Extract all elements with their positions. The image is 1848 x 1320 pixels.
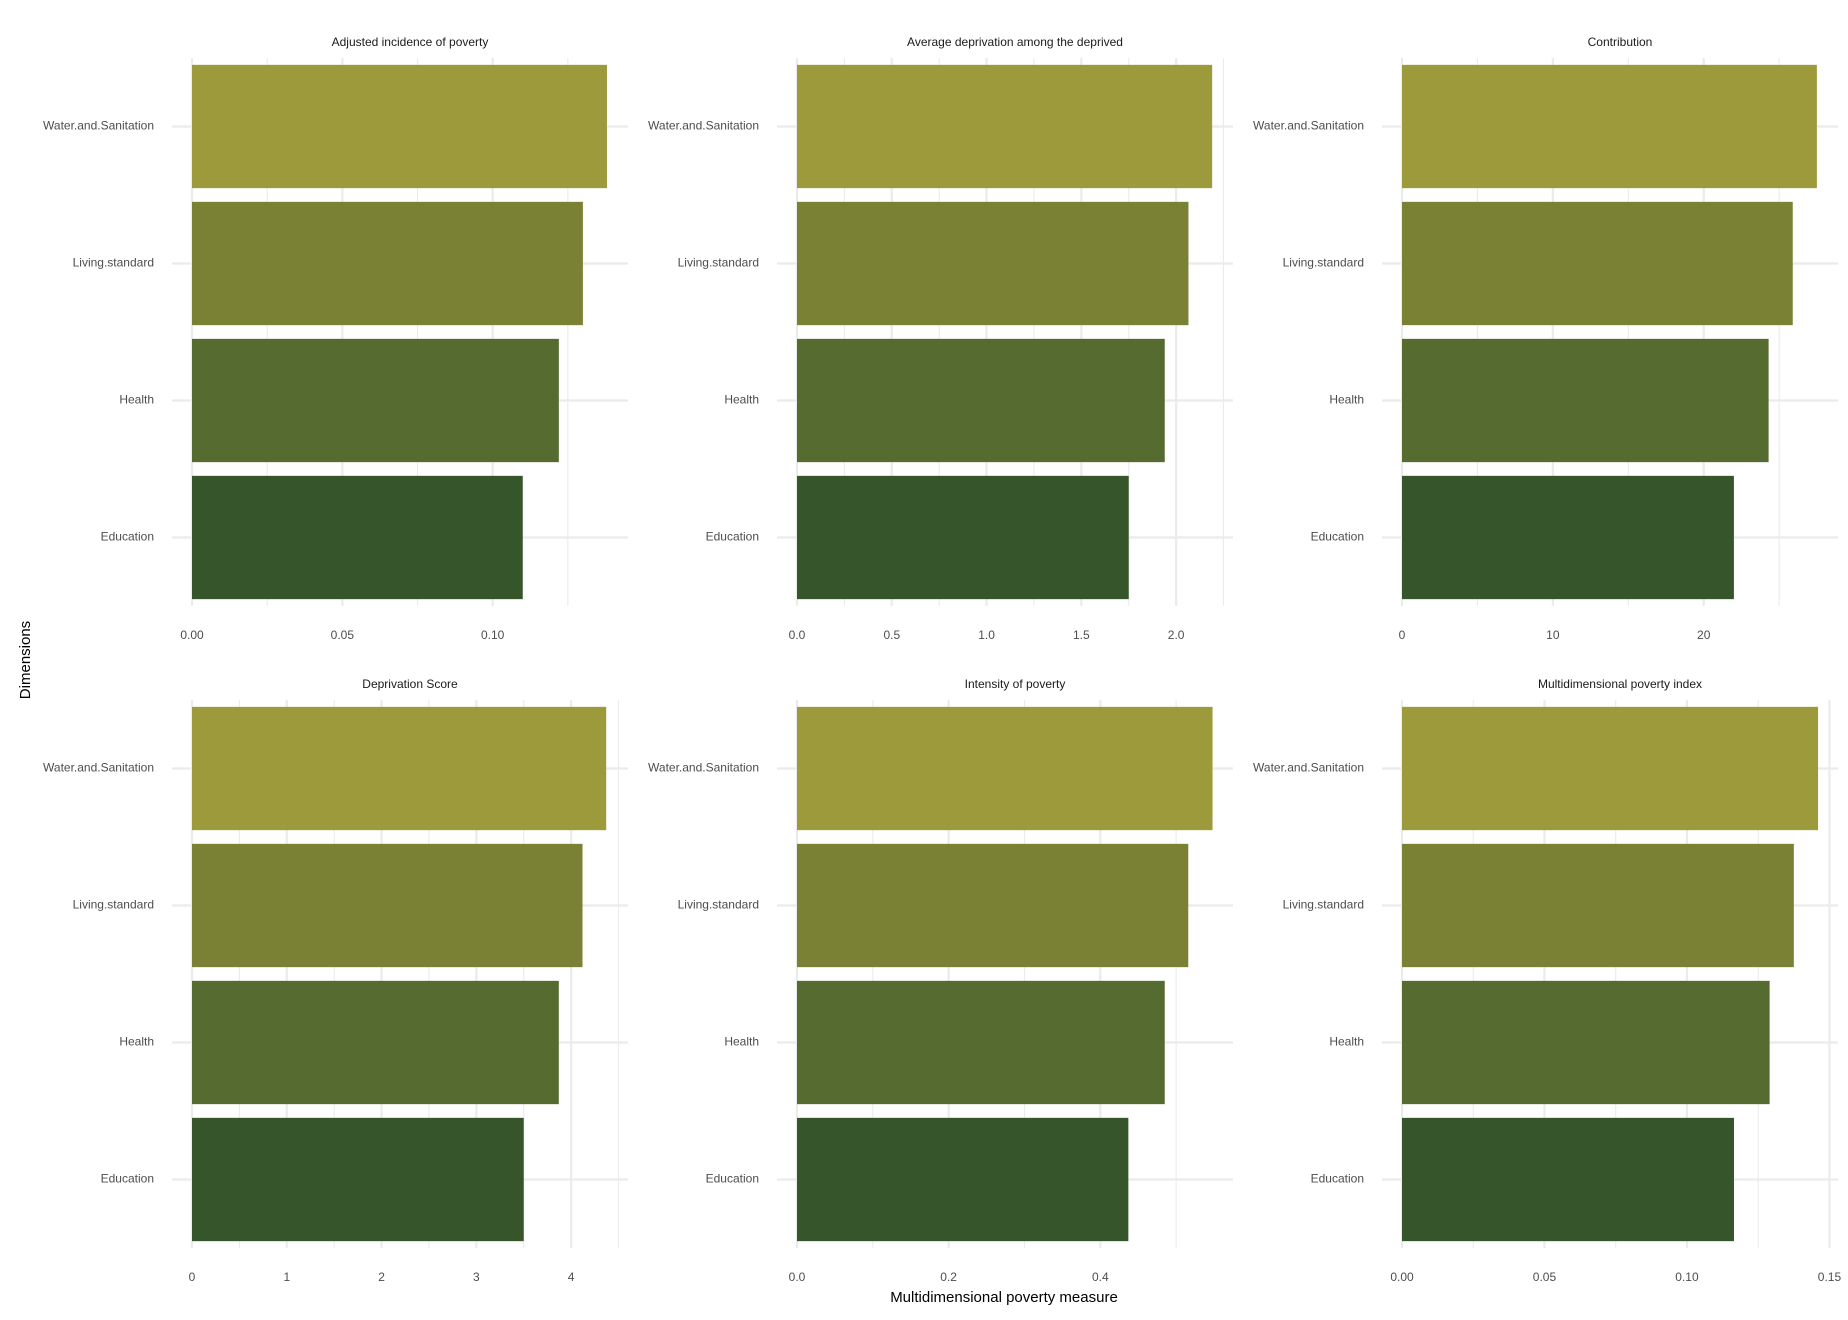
bar-water-and-sanitation [1402, 64, 1817, 189]
panels: Education Health Living.standard Water.and.… [43, 35, 1841, 1284]
category-label: Education [706, 530, 759, 544]
x-tick-label: 0.0 [789, 628, 806, 642]
category-label: Education [1311, 530, 1364, 544]
category-label: Health [724, 393, 759, 407]
panel-1: Education Health Living.standard Water.and.… [43, 35, 628, 642]
panel-3: Education Health Living.standard Water.and.… [1253, 35, 1838, 642]
category-label: Water.and.Sanitation [648, 761, 759, 775]
bar-living-standard [797, 201, 1189, 326]
x-tick-label: 1.5 [1073, 628, 1090, 642]
bar-health [797, 980, 1165, 1105]
bar-living-standard [1402, 843, 1794, 968]
x-axis-title: Multidimensional poverty measure [890, 1289, 1118, 1306]
x-tick-label: 10 [1546, 628, 1560, 642]
category-label: Living.standard [1283, 898, 1364, 912]
bar-education [1402, 475, 1734, 600]
bar-health [1402, 980, 1770, 1105]
category-label: Education [101, 530, 154, 544]
bar-water-and-sanitation [1402, 706, 1819, 831]
x-tick-label: 0.2 [940, 1270, 957, 1284]
x-tick-label: 0.00 [1390, 1270, 1414, 1284]
bar-health [797, 338, 1165, 463]
x-tick-label: 0.5 [883, 628, 900, 642]
bar-education [797, 475, 1129, 600]
category-label: Water.and.Sanitation [43, 761, 154, 775]
category-label: Education [706, 1172, 759, 1186]
x-tick-label: 0 [1399, 628, 1406, 642]
x-tick-label: 4 [568, 1270, 575, 1284]
x-tick-label: 0.4 [1092, 1270, 1109, 1284]
x-tick-label: 0.00 [180, 628, 204, 642]
bar-education [797, 1117, 1129, 1242]
bar-water-and-sanitation [797, 64, 1213, 189]
y-axis-title: Dimensions [17, 621, 34, 699]
x-tick-label: 0.10 [1675, 1270, 1699, 1284]
panel-title: Contribution [1588, 35, 1653, 49]
x-tick-label: 0.05 [1533, 1270, 1557, 1284]
bar-education [1402, 1117, 1734, 1242]
bar-water-and-sanitation [192, 706, 607, 831]
category-label: Living.standard [678, 256, 759, 270]
bar-education [192, 1117, 524, 1242]
category-label: Health [724, 1035, 759, 1049]
x-tick-label: 0.05 [331, 628, 355, 642]
panel-6: Education Health Living.standard Water.and.… [1253, 677, 1841, 1284]
panel-title: Adjusted incidence of poverty [332, 35, 489, 49]
panel-title: Multidimensional poverty index [1538, 677, 1702, 691]
x-tick-label: 0.10 [481, 628, 505, 642]
panel-4: Education Health Living.standard Water.and.… [43, 677, 628, 1284]
panel-title: Intensity of poverty [965, 677, 1066, 691]
x-tick-label: 0.15 [1818, 1270, 1842, 1284]
bar-living-standard [192, 201, 583, 326]
category-label: Water.and.Sanitation [1253, 761, 1364, 775]
bar-living-standard [797, 843, 1189, 968]
category-label: Health [119, 393, 154, 407]
x-tick-label: 3 [473, 1270, 480, 1284]
panel-5: Education Health Living.standard Water.and.… [648, 677, 1233, 1284]
category-label: Health [1329, 1035, 1364, 1049]
x-tick-label: 0.0 [789, 1270, 806, 1284]
panel-title: Average deprivation among the deprived [907, 35, 1123, 49]
x-tick-label: 1.0 [978, 628, 995, 642]
bar-education [192, 475, 523, 600]
panel-2: Education Health Living.standard Water.and.… [648, 35, 1233, 642]
x-tick-label: 2.0 [1168, 628, 1185, 642]
category-label: Health [119, 1035, 154, 1049]
x-tick-label: 1 [283, 1270, 290, 1284]
bar-health [1402, 338, 1769, 463]
bar-living-standard [192, 843, 583, 968]
category-label: Water.and.Sanitation [648, 119, 759, 133]
x-tick-label: 2 [378, 1270, 385, 1284]
category-label: Water.and.Sanitation [1253, 119, 1364, 133]
bar-living-standard [1402, 201, 1793, 326]
category-label: Living.standard [678, 898, 759, 912]
bar-water-and-sanitation [797, 706, 1213, 831]
x-tick-label: 20 [1697, 628, 1711, 642]
category-label: Water.and.Sanitation [43, 119, 154, 133]
category-label: Living.standard [73, 898, 154, 912]
panel-title: Deprivation Score [362, 677, 458, 691]
category-label: Living.standard [73, 256, 154, 270]
bar-health [192, 338, 559, 463]
category-label: Education [101, 1172, 154, 1186]
category-label: Health [1329, 393, 1364, 407]
category-label: Education [1311, 1172, 1364, 1186]
x-tick-label: 0 [189, 1270, 196, 1284]
bar-health [192, 980, 559, 1105]
bar-water-and-sanitation [192, 64, 607, 189]
category-label: Living.standard [1283, 256, 1364, 270]
